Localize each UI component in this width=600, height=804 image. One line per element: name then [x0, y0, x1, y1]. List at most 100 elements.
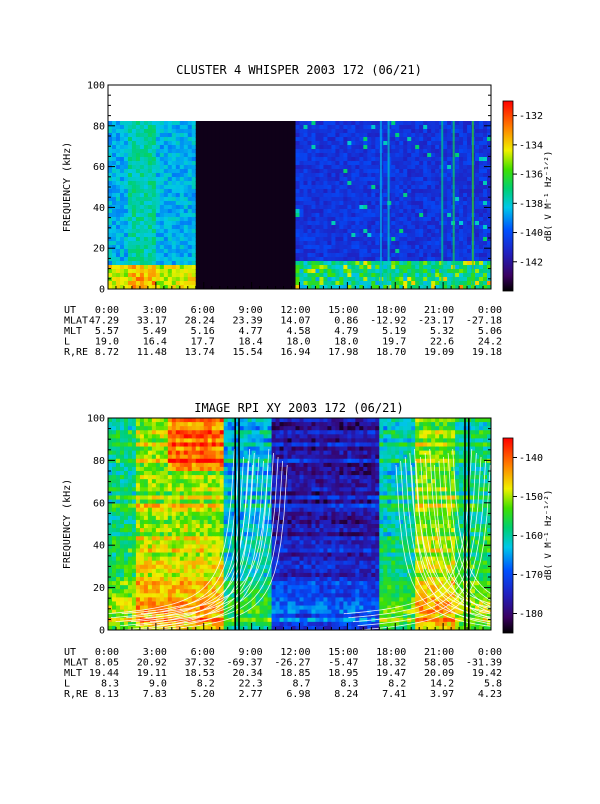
spectrogram-cell [475, 165, 480, 170]
spectrogram-cell [144, 438, 149, 443]
spectrogram-cell [284, 169, 289, 174]
spectrogram-cell [204, 265, 209, 270]
spectrogram-cell [347, 165, 352, 170]
spectrogram-cell [284, 265, 289, 270]
spectrogram-cell [363, 177, 368, 182]
spectrogram-cell [116, 589, 121, 594]
spectrogram-cell [359, 173, 364, 178]
ephemeris-value: 4.77 [239, 326, 263, 337]
spectrogram-cell [423, 257, 428, 262]
spectrogram-cell [212, 129, 217, 134]
spectrogram-cell [311, 197, 316, 202]
spectrogram-cell [180, 253, 185, 258]
spectrogram-cell [108, 181, 113, 186]
spectrogram-cell [192, 261, 197, 266]
spectrogram-cell [240, 241, 245, 246]
spectrogram-cell [180, 149, 185, 154]
spectrogram-cell [144, 169, 149, 174]
spectrogram-cell [355, 193, 360, 198]
spectrogram-cell [240, 221, 245, 226]
spectrogram-cell [136, 145, 141, 150]
spectrogram-cell [307, 165, 312, 170]
spectrogram-cell [240, 237, 245, 242]
spectrogram-cell [300, 149, 305, 154]
spectrogram-cell [188, 245, 193, 250]
spectrogram-cell [296, 257, 301, 262]
spectrogram-cell [284, 233, 289, 238]
spectrogram-cell [152, 145, 157, 150]
spectrogram-cell [148, 253, 153, 258]
spectrogram-cell [483, 193, 488, 198]
spectrogram-cell [156, 561, 161, 566]
spectrogram-cell [443, 281, 448, 286]
spectrogram-cell [136, 447, 141, 452]
spectrogram-cell [347, 125, 352, 130]
spectrogram-cell [188, 185, 193, 190]
spectrogram-cell [415, 257, 420, 262]
spectrogram-cell [371, 277, 376, 282]
spectrogram-cell [319, 237, 324, 242]
spectrogram-cell [375, 161, 380, 166]
spectrogram-cell [236, 129, 241, 134]
spectrogram-cell [152, 463, 157, 468]
spectrogram-cell [411, 269, 416, 274]
spectrogram-cell [164, 225, 169, 230]
spectrogram-cell [391, 121, 396, 126]
spectrogram-cell [399, 149, 404, 154]
spectrogram-cell [132, 165, 137, 170]
spectrogram-cell [455, 185, 460, 190]
spectrogram-cell [284, 221, 289, 226]
spectrogram-cell [447, 145, 452, 150]
spectrogram-cell [435, 161, 440, 166]
spectrogram-cell [415, 281, 420, 286]
spectrogram-cell [407, 221, 412, 226]
spectrogram-cell [248, 161, 253, 166]
spectrogram-cell [212, 217, 217, 222]
spectrogram-cell [168, 121, 173, 126]
spectrogram-cell [228, 257, 233, 262]
spectrogram-cell [184, 245, 189, 250]
spectrogram-cell [116, 504, 121, 509]
spectrogram-cell [391, 157, 396, 162]
spectrogram-cell [136, 479, 141, 484]
spectrogram-cell [391, 193, 396, 198]
spectrogram-cell [148, 528, 153, 533]
spectrogram-cell [427, 217, 432, 222]
spectrogram-cell [148, 524, 153, 529]
spectrogram-cell [112, 479, 117, 484]
spectrogram-cell [391, 221, 396, 226]
spectrogram-cell [431, 257, 436, 262]
spectrogram-cell [212, 249, 217, 254]
spectrogram-cell [200, 169, 205, 174]
spectrogram-cell [248, 177, 253, 182]
spectrogram-cell [112, 577, 117, 582]
spectrogram-cell [124, 553, 129, 558]
spectrogram-cell [272, 245, 277, 250]
spectrogram-cell [108, 229, 113, 234]
spectrogram-cell [375, 181, 380, 186]
spectrogram-cell [403, 125, 408, 130]
spectrogram-cell [140, 221, 145, 226]
spectrogram-cell [112, 553, 117, 558]
spectrogram-cell [335, 129, 340, 134]
spectrogram-cell [423, 161, 428, 166]
spectrogram-cell [343, 121, 348, 126]
spectrogram-cell [168, 169, 173, 174]
spectrogram-cell [136, 201, 141, 206]
spectrogram-cell [288, 197, 293, 202]
spectrogram-cell [427, 189, 432, 194]
spectrogram-cell [124, 467, 129, 472]
spectrogram-cell [136, 217, 141, 222]
spectrogram-cell [152, 512, 157, 517]
spectrogram-cell [419, 217, 424, 222]
spectrogram-cell [359, 149, 364, 154]
spectrogram-cell [300, 145, 305, 150]
spectrogram-cell [435, 177, 440, 182]
spectrogram-cell [148, 434, 153, 439]
spectrogram-cell [268, 261, 273, 266]
spectrogram-cell [483, 225, 488, 230]
spectrogram-cell [192, 205, 197, 210]
spectrogram-cell [331, 253, 336, 258]
spectrogram-cell [168, 241, 173, 246]
spectrogram-cell [164, 141, 169, 146]
